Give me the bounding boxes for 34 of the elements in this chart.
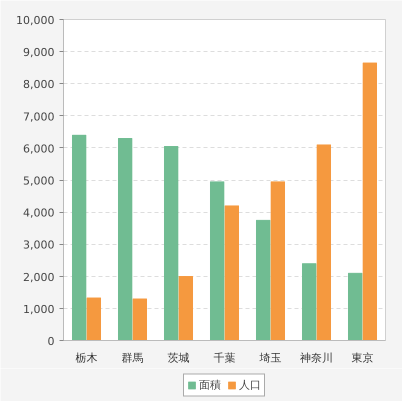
y-tick-label: 3,000 (23, 238, 55, 252)
bar (72, 134, 86, 340)
y-tick-label: 6,000 (23, 142, 55, 156)
x-tick-label: 茨城 (168, 352, 190, 364)
bar (118, 138, 132, 340)
y-tick-label: 9,000 (23, 46, 55, 60)
y-tick-label: 1,000 (23, 302, 55, 316)
y-tick-label: 4,000 (23, 206, 55, 220)
y-tick-label: 7,000 (23, 110, 55, 124)
bar (164, 146, 178, 340)
bar (86, 298, 102, 340)
x-tick-label: 群馬 (122, 352, 144, 364)
x-tick-label: 栃木 (76, 352, 98, 364)
bar (256, 220, 270, 340)
y-tick-label: 5,000 (23, 174, 55, 188)
y-tick-label: 8,000 (23, 78, 55, 92)
bar (302, 263, 316, 340)
x-tick-label: 東京 (352, 352, 374, 364)
bar (270, 181, 286, 340)
x-tick-label: 神奈川 (300, 352, 333, 364)
bar (316, 144, 332, 340)
legend-label: 面積 (199, 377, 221, 392)
y-tick-label: 2,000 (23, 270, 55, 284)
legend-label: 人口 (239, 377, 261, 392)
y-tick-label: 10,000 (16, 14, 55, 27)
y-tick-label: 0 (48, 335, 54, 348)
bar (224, 205, 240, 340)
x-tick-label: 埼玉 (258, 352, 282, 364)
x-tick-label: 千葉 (214, 352, 236, 364)
bar (178, 276, 194, 340)
bar (210, 181, 224, 340)
bar (132, 298, 148, 340)
bar (348, 272, 362, 340)
bar (362, 62, 378, 340)
